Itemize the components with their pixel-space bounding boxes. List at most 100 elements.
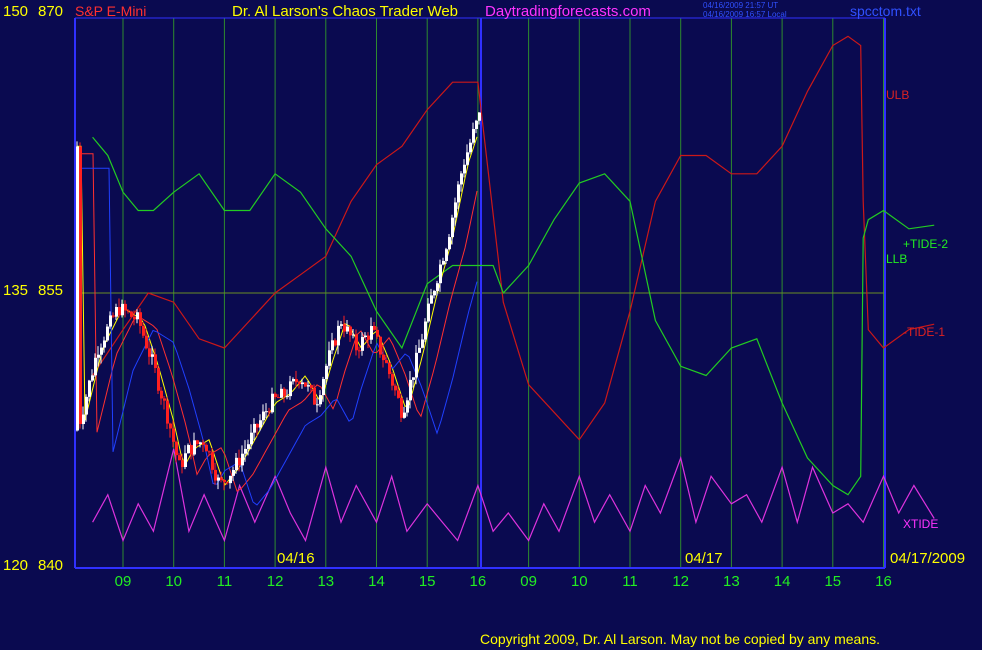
price-bar-body xyxy=(112,315,115,317)
price-bar-body xyxy=(259,420,262,428)
price-bar-body xyxy=(427,303,430,322)
price-bar-body xyxy=(334,340,337,346)
x-tick-label: 12 xyxy=(672,573,689,590)
price-bar-body xyxy=(229,475,232,484)
price-bar-body xyxy=(385,360,388,363)
price-bar-body xyxy=(232,470,235,476)
x-tick-label: 13 xyxy=(317,573,334,590)
price-bar-body xyxy=(178,455,181,461)
price-bar-body xyxy=(94,357,97,376)
timestamp-line2: 04/16/2009 16:57 Local xyxy=(703,10,787,19)
price-bar-body xyxy=(436,283,439,291)
price-bar-body xyxy=(127,310,130,312)
price-bar-body xyxy=(289,381,292,397)
price-bar-body xyxy=(448,237,451,250)
price-bar-body xyxy=(370,325,373,340)
price-bar-body xyxy=(325,365,328,380)
price-bar-body xyxy=(340,324,343,326)
price-bar-body xyxy=(133,316,136,320)
price-bar-body xyxy=(304,382,307,387)
price-bar-body xyxy=(208,451,211,453)
x-tick-label: 11 xyxy=(622,573,638,590)
price-bar-body xyxy=(223,479,226,483)
price-bar-body xyxy=(388,362,391,375)
price-bar-body xyxy=(142,325,145,336)
price-bar-body xyxy=(301,382,304,385)
price-bar-body xyxy=(136,312,139,320)
x-tick-label: 14 xyxy=(368,573,385,590)
price-bar-body xyxy=(358,350,361,352)
price-bar-body xyxy=(451,217,454,238)
price-bar-body xyxy=(394,385,397,391)
price-bar-body xyxy=(118,307,121,316)
price-bar-body xyxy=(379,336,382,355)
price-bar-body xyxy=(433,290,436,296)
price-bar-body xyxy=(322,379,325,396)
x-tick-label: 09 xyxy=(115,573,132,590)
price-bar-body xyxy=(316,404,319,406)
price-bar-body xyxy=(331,340,334,351)
price-bar-body xyxy=(250,432,253,445)
price-bar-body xyxy=(346,326,349,332)
price-bar-body xyxy=(256,423,259,428)
x-tick-label: 15 xyxy=(824,573,841,590)
price-bar-body xyxy=(328,350,331,366)
price-bar-body xyxy=(403,412,406,418)
price-bar-body xyxy=(145,335,148,349)
price-bar-body xyxy=(439,264,442,284)
price-bar-body xyxy=(262,411,265,421)
price-bar-body xyxy=(361,337,364,351)
instrument-title: S&P E-Mini xyxy=(75,3,146,19)
llb-label: LLB xyxy=(886,252,907,266)
price-bar-body xyxy=(343,324,346,332)
price-bar-body xyxy=(115,307,118,317)
price-bar-body xyxy=(130,311,133,317)
price-bar-body xyxy=(475,120,478,129)
x-tick-label: 12 xyxy=(267,573,284,590)
price-bar-body xyxy=(82,414,85,425)
price-bar-body xyxy=(184,453,187,468)
xtide-label: XTIDE xyxy=(903,517,938,531)
price-bar-body xyxy=(97,354,100,358)
price-bar-body xyxy=(247,444,250,449)
price-bar-body xyxy=(196,440,199,445)
x-tick-labels: 09 10 11 12 13 14 15 16 09 10 11 12 13 14 15 16 xyxy=(115,573,892,590)
x-tick-label: 13 xyxy=(723,573,740,590)
price-bar-body xyxy=(148,348,151,357)
left-scale-mid-a: 135 xyxy=(3,282,28,299)
price-bars xyxy=(76,111,481,491)
price-bar-body xyxy=(355,334,358,351)
price-bar-body xyxy=(244,448,247,454)
price-bar-body xyxy=(352,334,355,336)
price-bar-body xyxy=(424,321,427,340)
price-bar-body xyxy=(406,400,409,413)
left-scale-top-a: 150 xyxy=(3,3,28,20)
price-bar-body xyxy=(298,382,301,385)
site-url[interactable]: Daytradingforecasts.com xyxy=(485,3,651,20)
left-scale-mid-b: 855 xyxy=(38,282,63,299)
price-bar-body xyxy=(337,325,340,346)
price-bar-body xyxy=(421,339,424,348)
price-bar-body xyxy=(268,411,271,413)
ma-line-blue xyxy=(77,167,478,506)
left-scale-bot-a: 120 xyxy=(3,557,28,574)
price-bar-body xyxy=(181,460,184,468)
copyright-footer: Copyright 2009, Dr. Al Larson. May not b… xyxy=(480,631,880,647)
price-bar-body xyxy=(313,387,316,405)
price-bar-body xyxy=(277,397,280,399)
ulb-label: ULB xyxy=(886,88,909,102)
price-bar-body xyxy=(175,441,178,456)
price-bar-body xyxy=(373,325,376,330)
price-bar-body xyxy=(382,354,385,361)
price-bar-body xyxy=(88,380,91,397)
price-bar-body xyxy=(241,453,244,466)
price-bar-body xyxy=(157,367,160,391)
left-scale-bot-b: 840 xyxy=(38,557,63,574)
price-bar-body xyxy=(463,164,466,174)
price-bar-body xyxy=(199,442,202,445)
date-label-1: 04/16 xyxy=(277,550,315,567)
price-bar-body xyxy=(367,335,370,340)
price-bar-body xyxy=(349,326,352,336)
